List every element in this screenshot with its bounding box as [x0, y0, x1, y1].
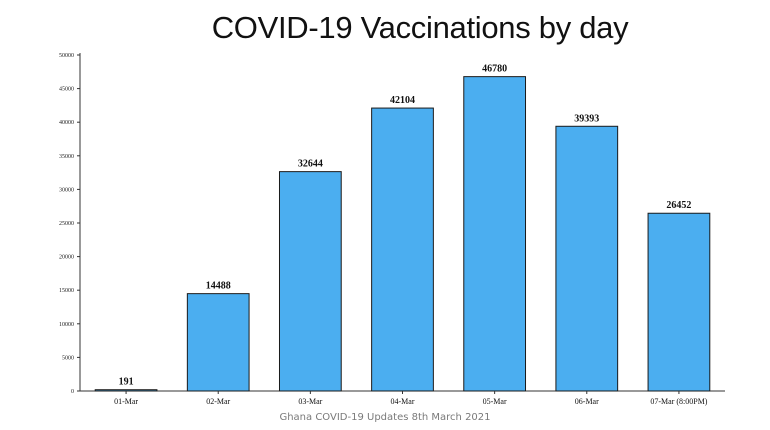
bar-value-label: 46780	[482, 64, 507, 75]
bar-04-mar	[371, 107, 434, 392]
bar-03-mar	[278, 171, 342, 392]
bar-value-label: 14488	[206, 281, 231, 292]
x-category-label: 06-Mar	[575, 397, 599, 406]
y-tick-label: 30000	[59, 187, 74, 193]
x-category-label: 01-Mar	[114, 397, 138, 406]
y-tick-label: 25000	[59, 221, 74, 227]
y-tick-label: 50000	[59, 53, 74, 59]
bar-05-mar	[463, 76, 527, 392]
bar-07-mar-8-00pm-	[647, 212, 711, 392]
bar-01-mar	[94, 389, 158, 392]
bar-06-mar	[555, 125, 619, 392]
bar-value-label: 32644	[298, 159, 323, 170]
y-tick-label: 35000	[59, 154, 74, 160]
y-tick-label: 45000	[59, 87, 74, 93]
x-category-label: 02-Mar	[206, 397, 230, 406]
y-tick-label: 10000	[59, 322, 74, 328]
x-category-label: 04-Mar	[391, 397, 415, 406]
chart-title: COVID-19 Vaccinations by day	[211, 10, 629, 45]
y-tick-label: 40000	[59, 120, 74, 126]
y-tick-label: 5000	[62, 355, 74, 361]
bar-value-label: 42104	[390, 95, 415, 106]
y-tick-label: 20000	[59, 255, 74, 261]
bar-value-label: 26452	[666, 200, 691, 211]
bar-02-mar	[186, 293, 250, 392]
y-tick-label: 0	[71, 389, 74, 395]
bar-value-label: 191	[119, 377, 134, 388]
x-category-label: 03-Mar	[298, 397, 322, 406]
footer-caption: Ghana COVID-19 Updates 8th March 2021	[279, 412, 491, 423]
y-tick-label: 15000	[59, 288, 74, 294]
x-category-label: 07-Mar (8:00PM)	[650, 397, 707, 406]
x-category-label: 05-Mar	[483, 397, 507, 406]
bar-value-label: 39393	[574, 113, 599, 124]
